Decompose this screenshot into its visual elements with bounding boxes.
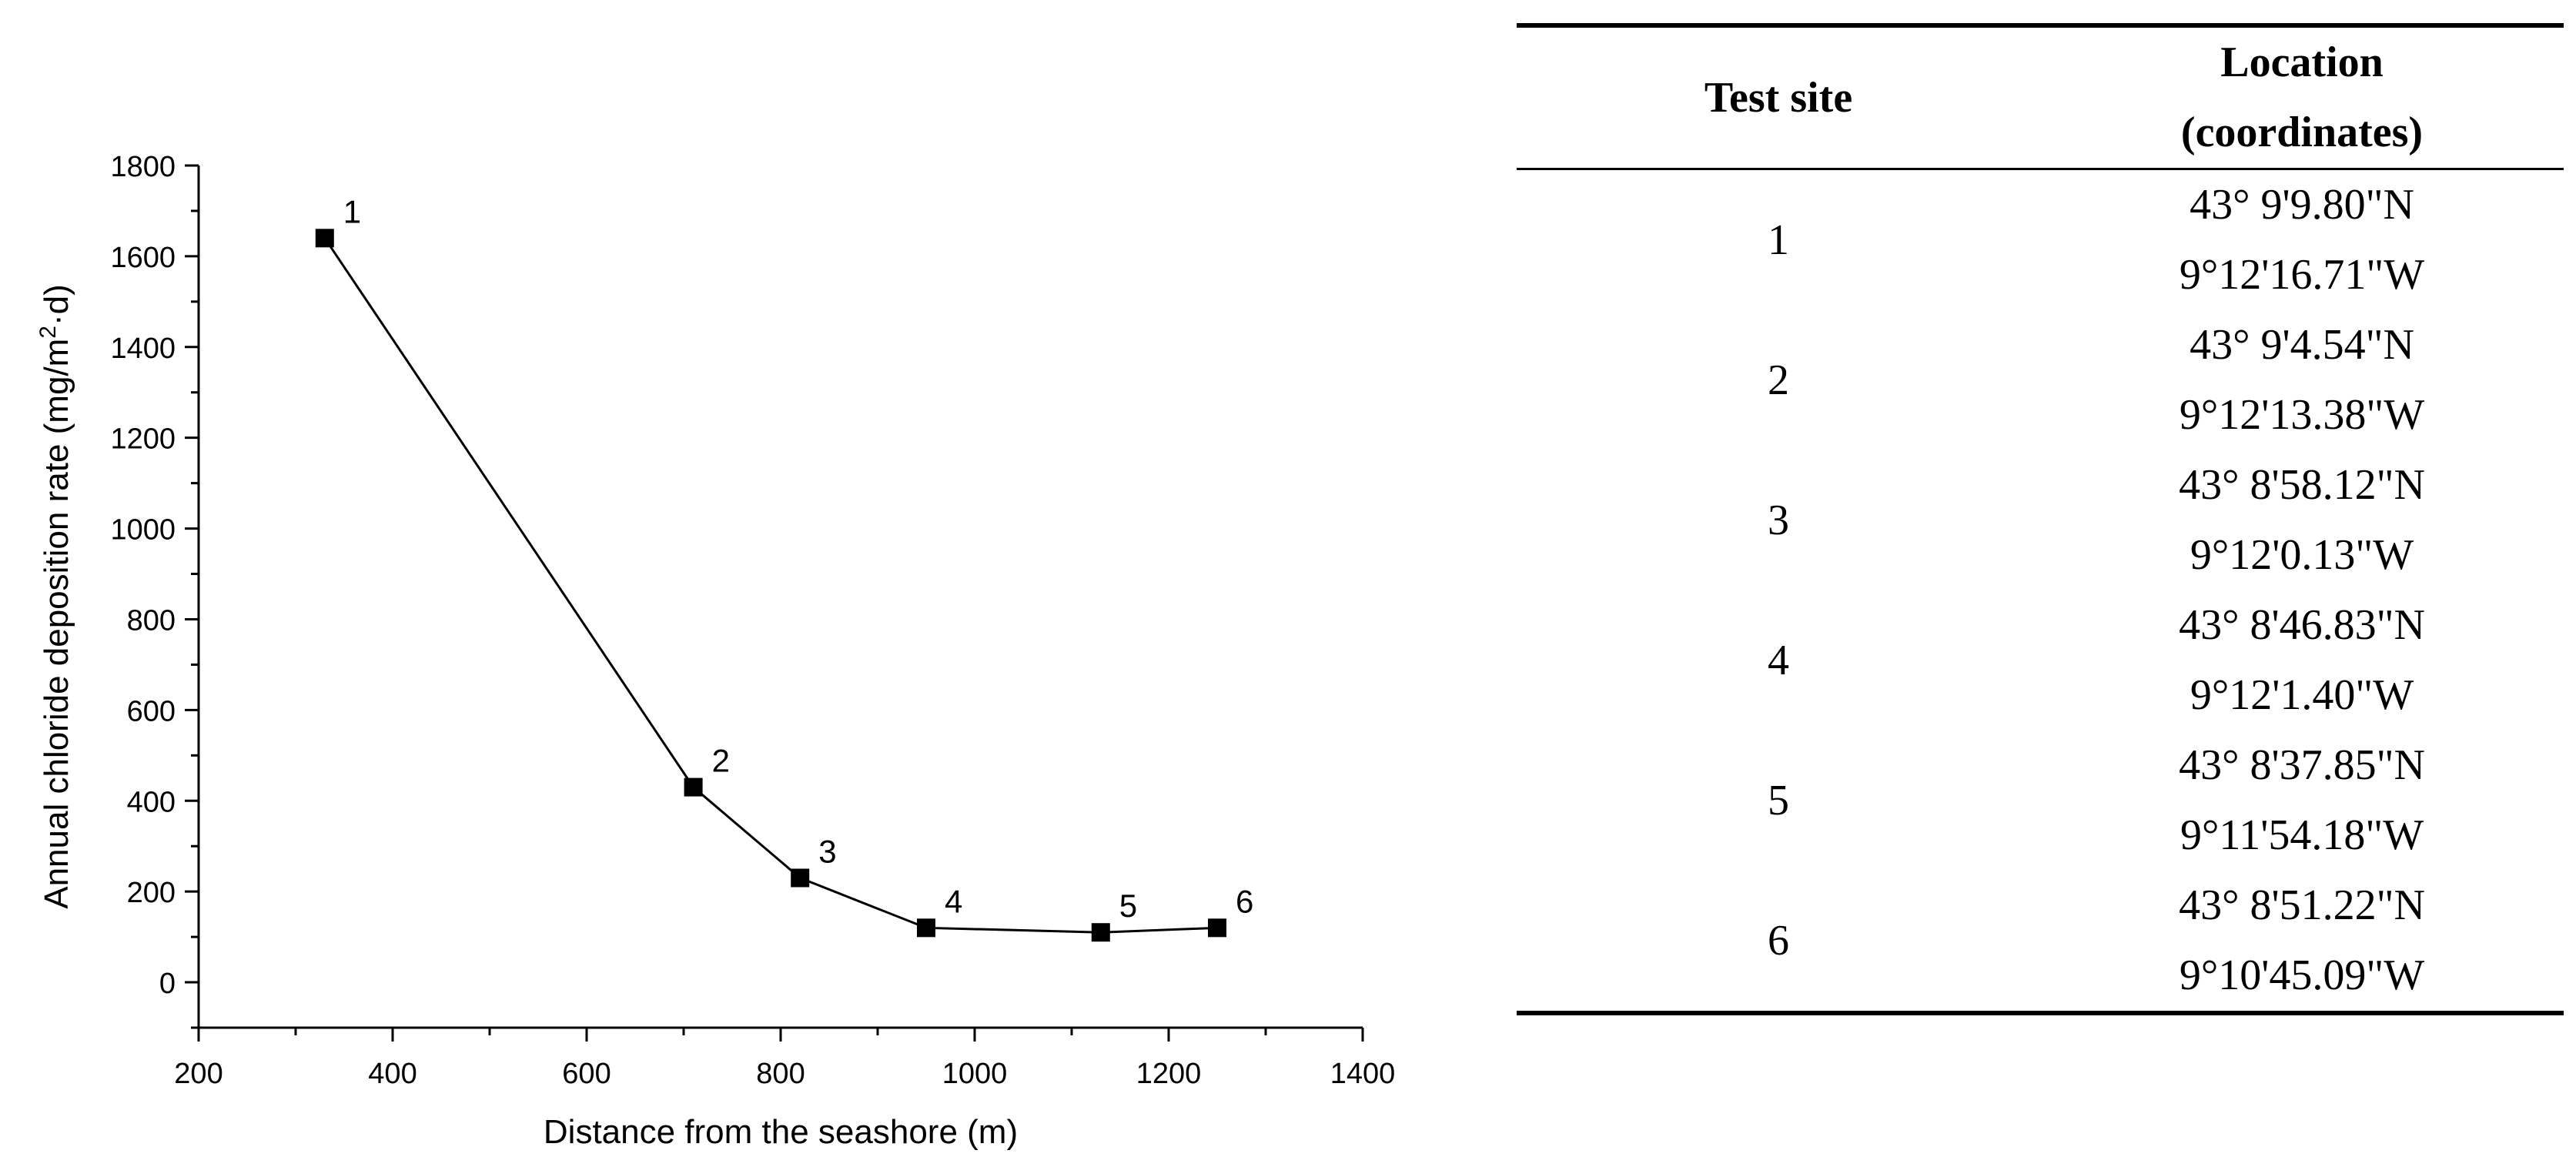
site-coordinates: 43° 8'37.85"N 9°11'54.18"W — [2040, 731, 2564, 871]
chart-panel: 0 200 400 600 800 1000 1200 1400 1600 1800 200 400 6… — [35, 151, 1396, 1151]
data-point-label: 5 — [1119, 888, 1137, 924]
data-point-label: 1 — [343, 193, 361, 229]
y-tick-label: 600 — [127, 695, 176, 727]
data-point-marker — [315, 229, 334, 248]
y-axis-label-prefix: Annual chloride deposition rate (mg/m — [38, 339, 75, 909]
x-tick-label: 400 — [368, 1058, 417, 1090]
data-point-label: 4 — [945, 883, 962, 919]
data-point-label: 3 — [818, 833, 836, 869]
data-point-marker — [684, 777, 703, 797]
y-tick-label: 800 — [127, 604, 176, 637]
y-tick-label: 400 — [127, 786, 176, 818]
table-header-row: Test site Location (coordinates) — [1517, 25, 2564, 169]
x-tick-label: 600 — [562, 1058, 611, 1090]
longitude: 9°11'54.18"W — [2180, 811, 2424, 859]
table-row: 3 43° 8'58.12"N 9°12'0.13"W — [1517, 450, 2564, 590]
y-tick-label: 1000 — [110, 514, 176, 547]
data-point-marker — [791, 868, 810, 888]
latitude: 43° 8'37.85"N — [2179, 741, 2425, 789]
latitude: 43° 8'58.12"N — [2179, 461, 2425, 509]
y-axis-label: Annual chloride deposition rate (mg/m2·d… — [35, 284, 76, 909]
site-coordinates: 43° 8'51.22"N 9°10'45.09"W — [2040, 871, 2564, 1013]
longitude: 9°12'13.38"W — [2179, 391, 2425, 439]
longitude: 9°12'16.71"W — [2179, 251, 2425, 299]
site-number: 2 — [1768, 356, 1789, 404]
series-line — [323, 237, 1218, 934]
x-tick-label: 200 — [174, 1058, 222, 1090]
data-point-marker — [917, 918, 935, 938]
x-tick-label: 1200 — [1136, 1058, 1202, 1090]
y-tick-label: 1200 — [110, 423, 176, 456]
latitude: 43° 8'51.22"N — [2179, 881, 2425, 929]
table-row: 1 43° 9'9.80"N 9°12'16.71"W — [1517, 169, 2564, 311]
header-location: Location (coordinates) — [2040, 25, 2564, 169]
longitude: 9°10'45.09"W — [2179, 951, 2425, 999]
data-layer: 1 2 3 4 5 6 — [315, 193, 1253, 942]
table-row: 4 43° 8'46.83"N 9°12'1.40"W — [1517, 590, 2564, 731]
site-number: 1 — [1768, 216, 1789, 264]
header-location-line2: (coordinates) — [2180, 109, 2424, 156]
x-tick-label: 1400 — [1330, 1058, 1396, 1090]
test-site-table: Test site Location (coordinates) 1 43° 9… — [1517, 23, 2564, 1015]
site-coordinates: 43° 8'46.83"N 9°12'1.40"W — [2040, 590, 2564, 731]
x-axis-label: Distance from the seashore (m) — [544, 1113, 1018, 1151]
longitude: 9°12'1.40"W — [2190, 671, 2414, 719]
x-tick-label: 800 — [756, 1058, 805, 1090]
table-panel: Test site Location (coordinates) 1 43° 9… — [1509, 0, 2576, 1167]
table-row: 5 43° 8'37.85"N 9°11'54.18"W — [1517, 731, 2564, 871]
data-point-label: 2 — [712, 743, 730, 779]
latitude: 43° 9'4.54"N — [2190, 321, 2414, 369]
table-row: 2 43° 9'4.54"N 9°12'13.38"W — [1517, 310, 2564, 450]
y-tick-label: 200 — [127, 877, 176, 909]
y-tick-label: 1800 — [110, 151, 176, 183]
site-number: 5 — [1768, 777, 1789, 824]
header-test-site: Test site — [1704, 74, 1853, 122]
site-number: 4 — [1768, 637, 1789, 684]
data-point-marker — [1091, 923, 1110, 942]
header-location-line1: Location — [2220, 38, 2384, 86]
site-coordinates: 43° 9'9.80"N 9°12'16.71"W — [2040, 169, 2564, 311]
y-axis-label-sup: 2 — [35, 326, 61, 339]
y-tick-label: 0 — [159, 968, 176, 1000]
latitude: 43° 9'9.80"N — [2190, 181, 2414, 229]
y-tick-label: 1400 — [110, 333, 176, 365]
data-point-label: 6 — [1236, 883, 1253, 919]
y-tick-label: 1600 — [110, 242, 176, 274]
longitude: 9°12'0.13"W — [2190, 531, 2414, 579]
latitude: 43° 8'46.83"N — [2179, 601, 2425, 649]
site-coordinates: 43° 8'58.12"N 9°12'0.13"W — [2040, 450, 2564, 590]
y-axis-label-suffix: ·d) — [38, 284, 75, 326]
data-point-marker — [1208, 918, 1226, 938]
site-number: 6 — [1768, 917, 1789, 965]
site-number: 3 — [1768, 497, 1789, 544]
table-row: 6 43° 8'51.22"N 9°10'45.09"W — [1517, 871, 2564, 1013]
x-tick-label: 1000 — [942, 1058, 1008, 1090]
site-coordinates: 43° 9'4.54"N 9°12'13.38"W — [2040, 310, 2564, 450]
